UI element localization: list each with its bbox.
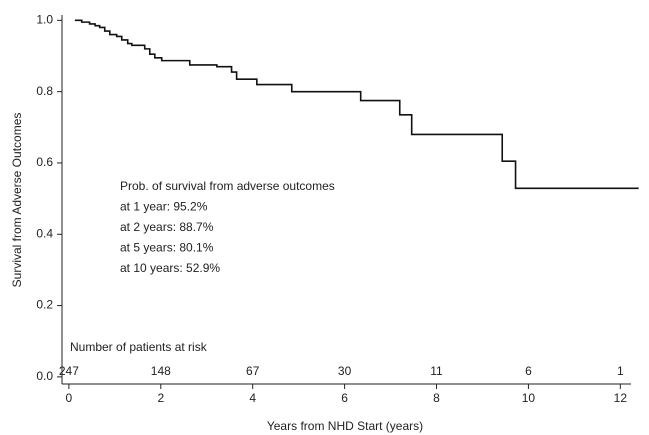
y-tick-label: 0.0 — [36, 369, 53, 383]
x-tick-label: 0 — [66, 391, 73, 405]
annotation: at 5 years: 80.1% — [120, 241, 214, 255]
y-tick-label: 0.4 — [36, 226, 53, 240]
x-tick-label: 4 — [249, 391, 256, 405]
y-tick-label: 1.0 — [36, 13, 53, 27]
annotation: at 2 years: 88.7% — [120, 220, 214, 234]
y-tick-label: 0.2 — [36, 298, 53, 312]
at-risk-title: Number of patients at risk — [70, 340, 208, 354]
y-tick-label: 0.8 — [36, 84, 53, 98]
x-tick-label: 2 — [157, 391, 164, 405]
at-risk-count: 67 — [246, 364, 260, 378]
x-tick-label: 6 — [341, 391, 348, 405]
survival-curve — [74, 19, 639, 190]
x-tick-label: 12 — [614, 391, 628, 405]
y-axis-label: Survival from Adverse Outcomes — [10, 113, 24, 288]
annotation: at 1 year: 95.2% — [120, 200, 208, 214]
at-risk-count: 247 — [59, 364, 79, 378]
x-axis-label: Years from NHD Start (years) — [267, 419, 423, 433]
at-risk-count: 148 — [151, 364, 171, 378]
at-risk-count: 30 — [338, 364, 352, 378]
at-risk-count: 1 — [617, 364, 624, 378]
y-tick-label: 0.6 — [36, 155, 53, 169]
at-risk-count: 6 — [525, 364, 532, 378]
x-tick-label: 10 — [522, 391, 536, 405]
x-tick-label: 8 — [433, 391, 440, 405]
annotation: Prob. of survival from adverse outcomes — [120, 179, 335, 193]
at-risk-count: 11 — [430, 364, 443, 378]
annotation: at 10 years: 52.9% — [120, 261, 220, 275]
